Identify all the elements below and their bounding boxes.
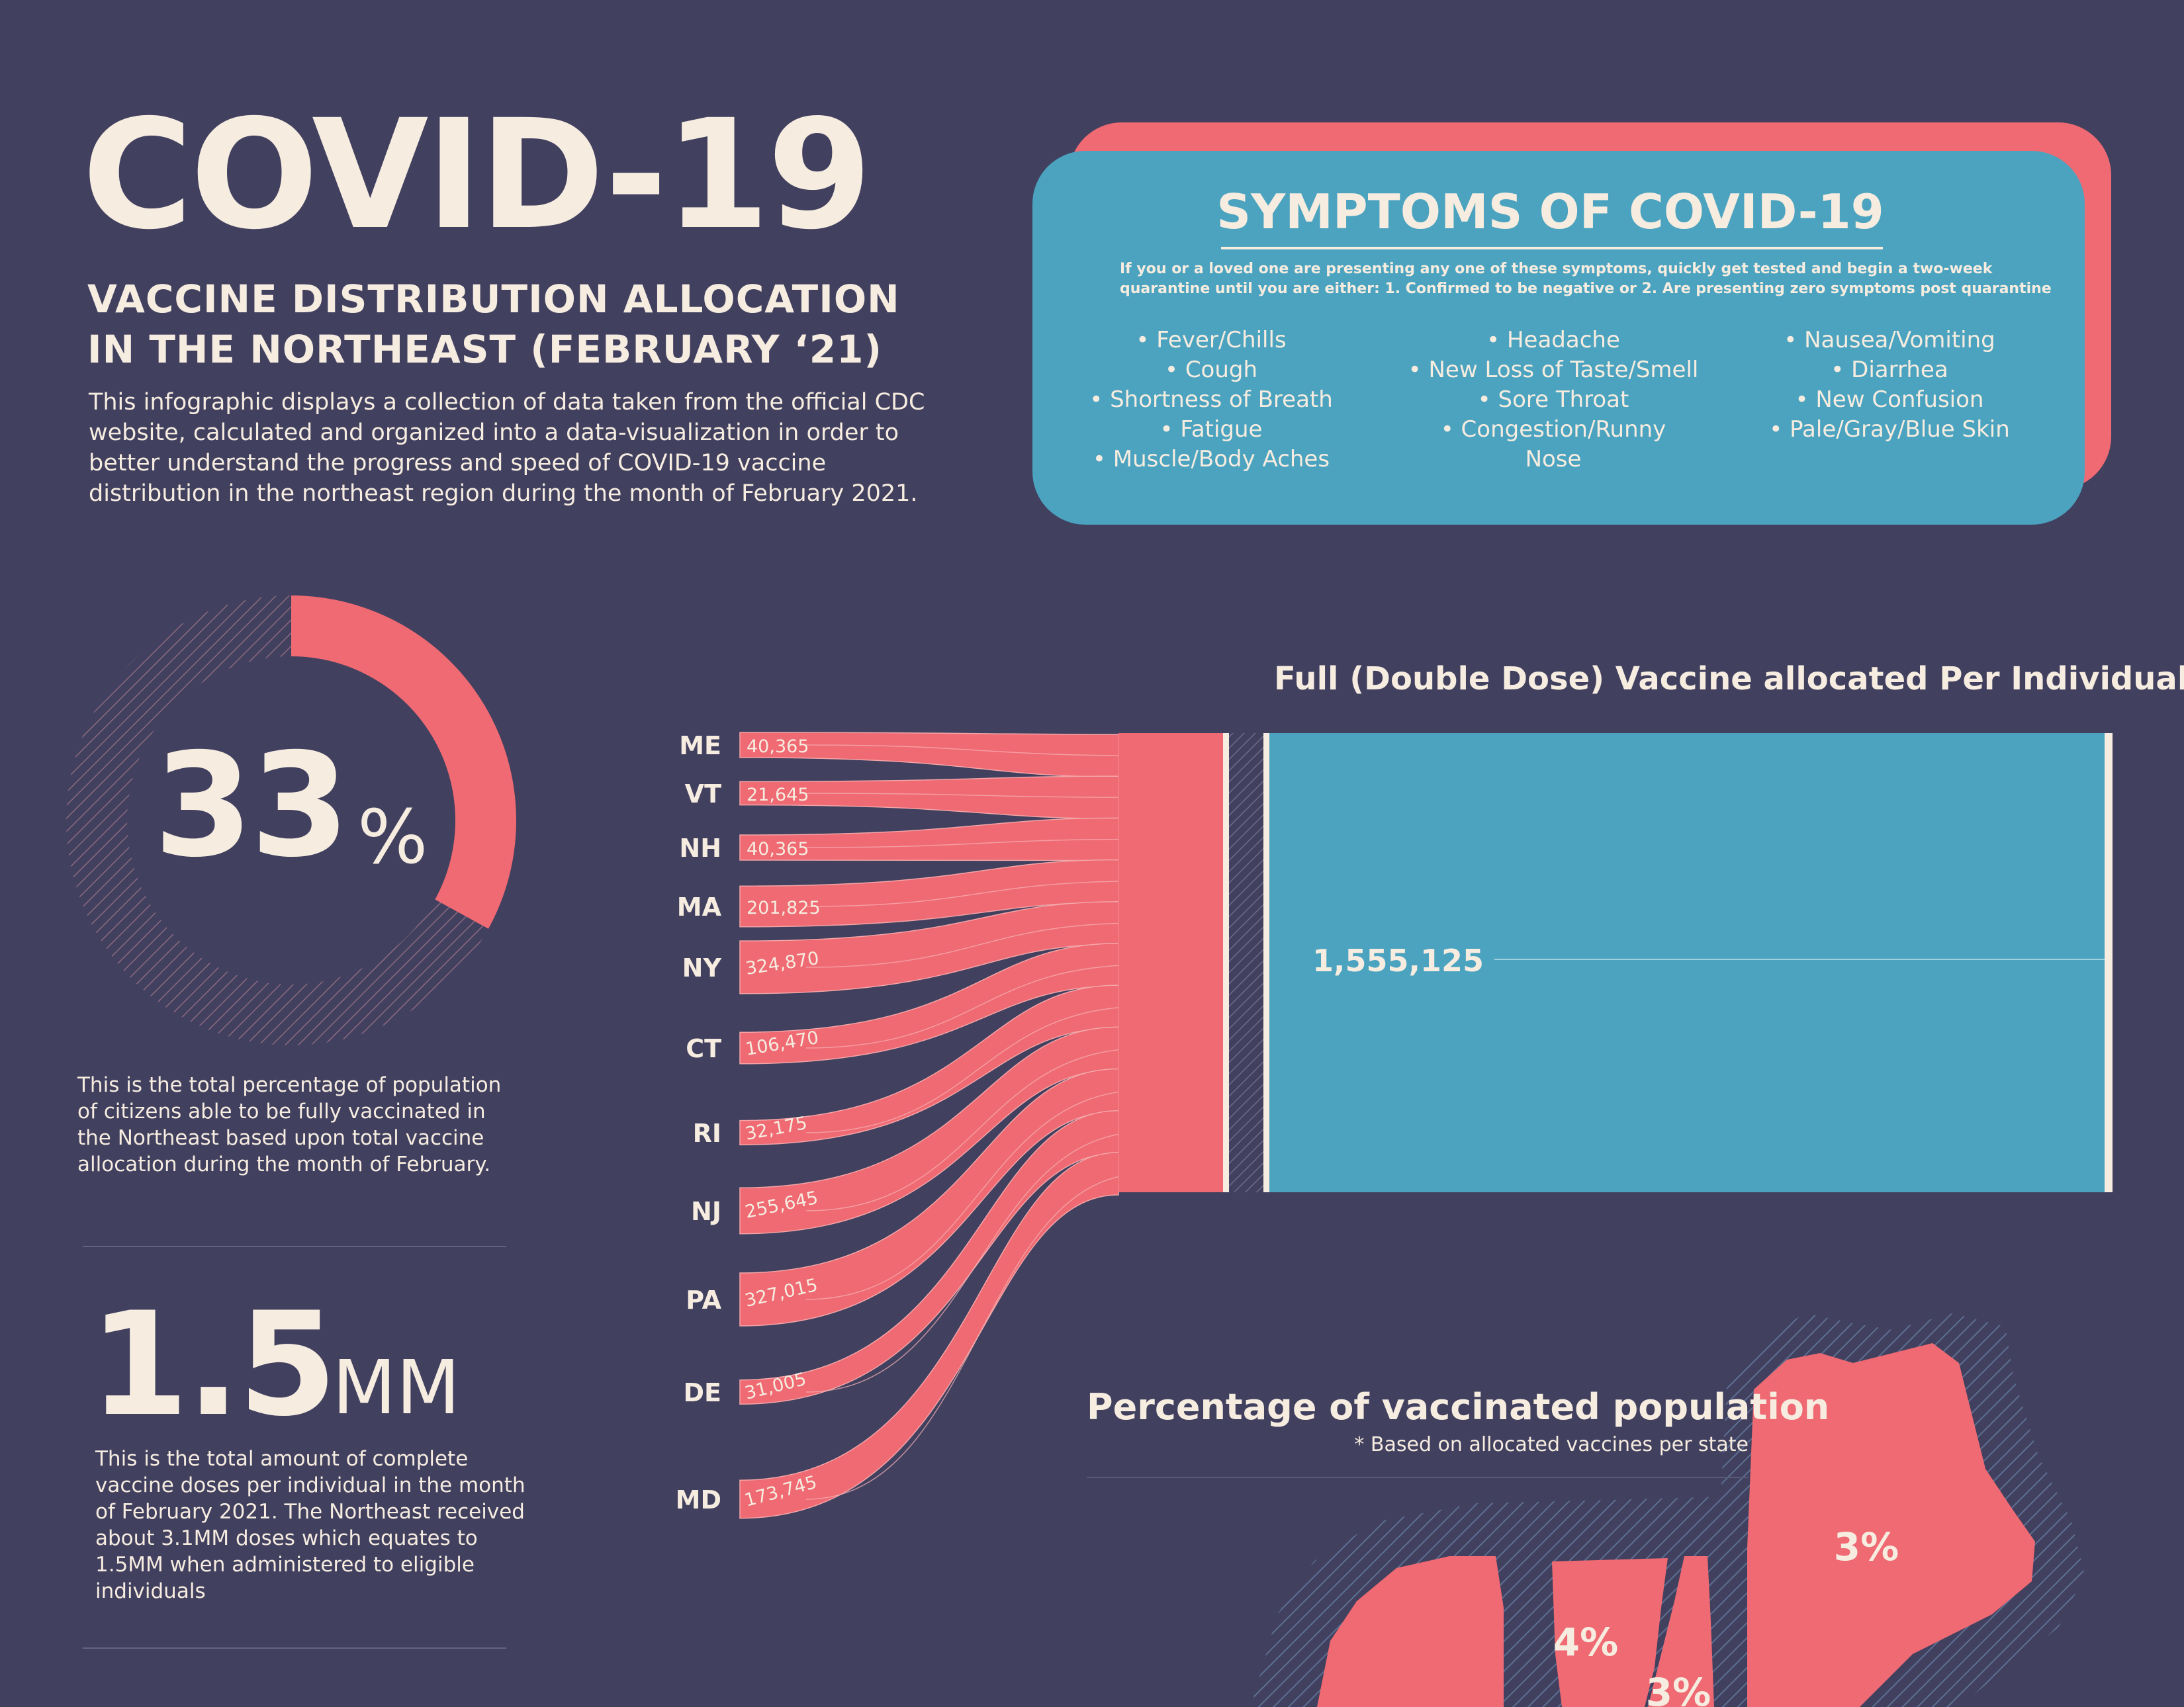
- map-note: * Based on allocated vaccines per state: [1354, 1433, 1749, 1456]
- donut-vaccinated-arc: [291, 595, 516, 929]
- intro-line: This infographic displays a collection o…: [89, 389, 925, 416]
- symptom-item: • Pale/Gray/Blue Skin: [1769, 416, 2010, 443]
- map-state-vt: [1552, 1558, 1668, 1707]
- flow-guide-nj: [805, 1047, 1146, 1211]
- symptoms-column-2: • Headache • New Loss of Taste/Smell • S…: [1394, 326, 1712, 474]
- doses-unit: MM: [332, 1345, 461, 1431]
- map-state-nh: [1648, 1556, 1714, 1707]
- map-state-ny: [1317, 1556, 1504, 1707]
- doses-caption: This is the total amount of complete vac…: [95, 1446, 525, 1604]
- symptom-item: • Headache: [1486, 327, 1620, 353]
- intro-line: website, calculated and organized into a…: [89, 419, 899, 446]
- state-code-label: MA: [677, 893, 722, 922]
- map-percent-label-me: 3%: [1834, 1524, 1899, 1569]
- symptom-item: Nose: [1525, 446, 1582, 472]
- page-subtitle-line-1: VACCINE DISTRIBUTION ALLOCATION: [87, 277, 900, 322]
- symptom-item: • Fatigue: [1160, 416, 1263, 443]
- intro-paragraph: This infographic displays a collection o…: [89, 387, 925, 509]
- symptom-item: • Nausea/Vomiting: [1784, 327, 1995, 353]
- doses-caption-line: individuals: [95, 1579, 206, 1603]
- total-bar-end-cap: [2105, 733, 2113, 1192]
- percent-caption-line: of citizens able to be fully vaccinated …: [77, 1100, 486, 1123]
- symptom-item: • Cough: [1164, 357, 1258, 383]
- state-code-label: ME: [679, 731, 721, 760]
- flow-band-md: [739, 1152, 1119, 1519]
- percent-caption-line: the Northeast based upon total vaccine: [77, 1126, 484, 1150]
- intro-line: better understand the progress and speed…: [89, 450, 827, 476]
- symptoms-column-3: • Nausea/Vomiting • Diarrhea • New Confu…: [1731, 326, 2048, 445]
- map-percent-label-vt: 4%: [1553, 1620, 1618, 1665]
- state-code-label: RI: [693, 1119, 721, 1148]
- percent-donut-chart: [66, 595, 516, 1045]
- percent-value: 33: [154, 722, 350, 889]
- percent-caption-line: allocation during the month of February.: [77, 1153, 491, 1176]
- doses-caption-line: vaccine doses per individual in the mont…: [95, 1473, 525, 1497]
- flow-chart-title: Full (Double Dose) Vaccine allocated Per…: [1274, 660, 2184, 697]
- intro-line: distribution in the northeast region dur…: [89, 480, 918, 507]
- page-title: COVID-19: [82, 87, 872, 263]
- symptom-item: • Muscle/Body Aches: [1092, 446, 1330, 472]
- flow-guide-md: [805, 1173, 1146, 1500]
- doses-caption-line: of February 2021. The Northeast received: [95, 1500, 525, 1524]
- flow-divider-left: [1223, 733, 1229, 1192]
- flow-guide-ny: [805, 922, 1146, 968]
- doses-caption-line: This is the total amount of complete: [95, 1447, 469, 1471]
- state-code-label: MD: [676, 1485, 721, 1514]
- flow-guide-ri: [805, 1006, 1146, 1133]
- state-code-label: VT: [685, 779, 721, 809]
- state-code-label: CT: [686, 1034, 721, 1063]
- symptoms-note-line: If you or a loved one are presenting any…: [1120, 261, 1993, 277]
- section-divider: [83, 1246, 506, 1247]
- section-divider: [83, 1647, 506, 1649]
- state-value-label: 40,365: [747, 839, 809, 859]
- flow-guide-de: [805, 1131, 1146, 1393]
- symptom-item: • Shortness of Breath: [1089, 386, 1333, 413]
- northeast-map: 3% 4% 3%: [1251, 1313, 2085, 1707]
- flow-merge-block: [1118, 733, 1224, 1192]
- symptom-item: • Diarrhea: [1831, 357, 1948, 383]
- flow-divider-right: [1263, 733, 1269, 1192]
- state-value-label: 21,645: [747, 785, 809, 805]
- symptoms-note-line: quarantine until you are either: 1. Conf…: [1120, 281, 2052, 297]
- map-title: Percentage of vaccinated population: [1087, 1386, 1830, 1428]
- flow-guide-nh: [805, 838, 1146, 848]
- symptom-item: • Congestion/Runny: [1440, 416, 1666, 443]
- state-code-label: NY: [682, 953, 722, 983]
- flow-guide-ma: [805, 880, 1146, 907]
- state-code-label: NH: [679, 834, 721, 863]
- state-code-label: PA: [686, 1286, 721, 1315]
- map-percent-label-nh: 3%: [1646, 1670, 1711, 1707]
- doses-value: 1.5: [89, 1282, 338, 1448]
- total-allocation-bar: [1269, 733, 2105, 1192]
- state-value-label: 40,365: [747, 736, 809, 757]
- symptoms-card: [1032, 151, 2085, 525]
- symptoms-title-underline: [1221, 247, 1883, 249]
- symptom-item: • Sore Throat: [1477, 386, 1629, 413]
- symptom-item: • New Loss of Taste/Smell: [1408, 357, 1699, 383]
- doses-caption-line: 1.5MM when administered to eligible: [95, 1553, 475, 1577]
- symptoms-title: SYMPTOMS OF COVID-19: [1216, 184, 1884, 240]
- flow-guide-pa: [805, 1089, 1146, 1300]
- map-state-me: [1747, 1343, 2035, 1707]
- state-code-label: DE: [683, 1378, 721, 1407]
- symptoms-column-1: • Fever/Chills • Cough • Shortness of Br…: [1052, 326, 1370, 474]
- flow-guide-ct: [805, 964, 1146, 1049]
- page-subtitle-line-2: IN THE NORTHEAST (FEBRUARY ‘21): [87, 327, 883, 372]
- state-code-label: NJ: [691, 1197, 721, 1226]
- flow-guide-vt: [805, 793, 1146, 799]
- flow-hatch-strip: [1229, 733, 1263, 1192]
- symptom-item: • New Confusion: [1795, 386, 1984, 413]
- map-title-rule: [1087, 1477, 1749, 1478]
- flow-guide-me: [805, 744, 1146, 756]
- doses-caption-line: about 3.1MM doses which equates to: [95, 1526, 478, 1550]
- symptom-item: • Fever/Chills: [1136, 327, 1287, 353]
- percent-caption: This is the total percentage of populati…: [77, 1072, 501, 1178]
- total-value-label: 1,555,125: [1312, 943, 1484, 979]
- state-value-label: 201,825: [747, 898, 821, 918]
- symptoms-note: If you or a loved one are presenting any…: [1120, 259, 2052, 299]
- percent-caption-line: This is the total percentage of populati…: [77, 1073, 502, 1097]
- percent-sign: %: [357, 795, 428, 881]
